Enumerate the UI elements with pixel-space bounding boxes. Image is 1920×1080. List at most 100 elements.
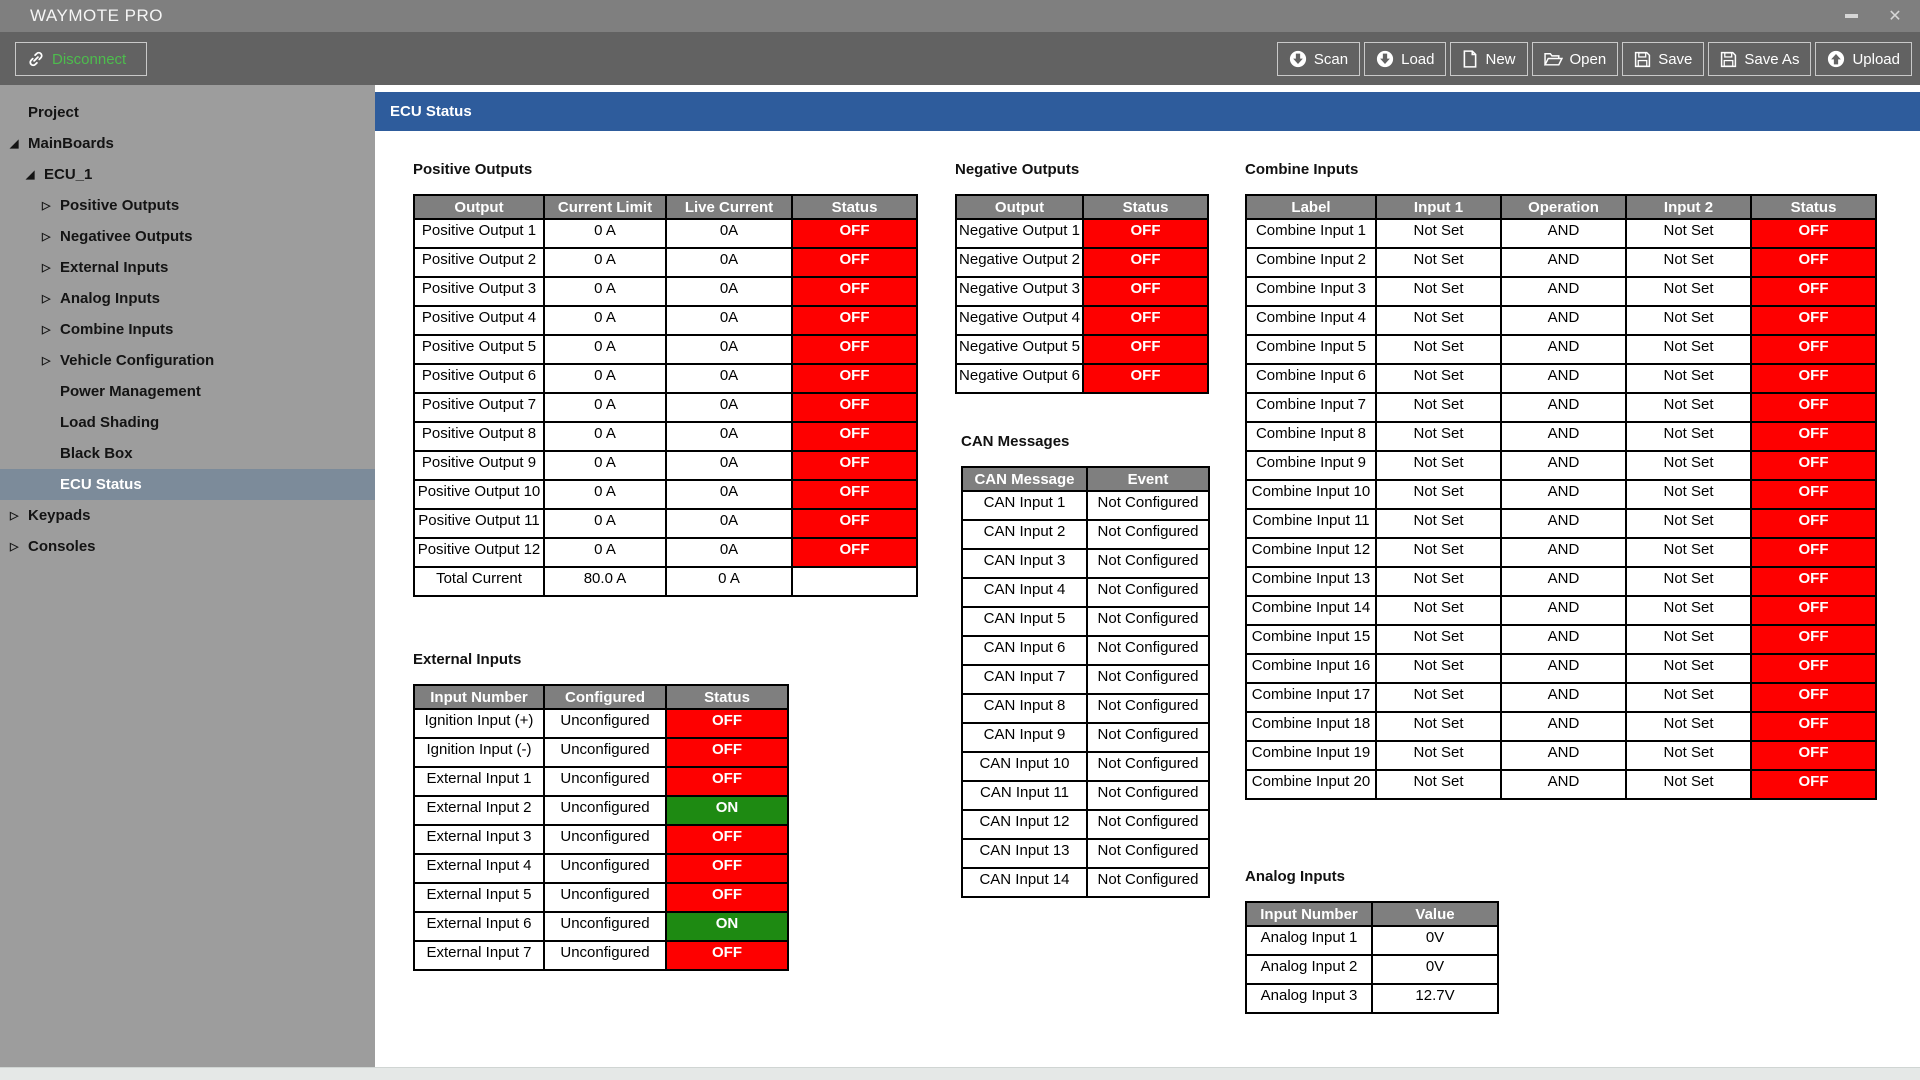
cell: CAN Input 1 (961, 490, 1088, 521)
cell: AND (1500, 769, 1627, 800)
table-row: External Input 2 Unconfigured ON (413, 795, 789, 826)
cell: 0A (665, 450, 793, 481)
cell: Not Set (1625, 247, 1752, 278)
cell: 0A (665, 479, 793, 510)
table-row: Combine Input 3 Not Set AND Not Set OFF (1245, 276, 1877, 307)
header-row: Label Input 1 Operation Input 2 Status (1245, 194, 1877, 220)
cell: Not Set (1375, 334, 1502, 365)
sidebar-item-positive-outputs[interactable]: ▷ Positive Outputs (0, 190, 375, 221)
open-button[interactable]: Open (1531, 42, 1619, 76)
cell: Not Set (1625, 711, 1752, 742)
column-header: Event (1086, 466, 1210, 492)
load-button[interactable]: Load (1364, 42, 1447, 76)
button-label: Open (1569, 50, 1607, 68)
cell: Not Set (1375, 305, 1502, 336)
sidebar-item-keypads[interactable]: ▷ Keypads (0, 500, 375, 531)
horizontal-scrollbar[interactable] (0, 1067, 1920, 1080)
table-row: Combine Input 16 Not Set AND Not Set OFF (1245, 653, 1877, 684)
save-as-button[interactable]: Save As (1708, 42, 1812, 76)
header-row: Input Number Configured Status (413, 684, 789, 710)
cell: Combine Input 14 (1245, 595, 1377, 626)
scan-button[interactable]: Scan (1276, 42, 1361, 76)
column-header: Input 2 (1625, 194, 1752, 220)
status-cell: OFF (1750, 566, 1877, 597)
tree-collapsed-arrow-icon[interactable]: ▷ (42, 231, 51, 243)
status-cell: OFF (1082, 247, 1209, 278)
sidebar-item-label: Negativee Outputs (60, 228, 193, 245)
table-row: CAN Input 12 Not Configured (961, 809, 1210, 840)
tree-collapsed-arrow-icon[interactable]: ▷ (42, 293, 51, 305)
table-row: Positive Output 12 0 A 0A OFF (413, 537, 918, 568)
sidebar-item-ecu-1[interactable]: ◢ ECU_1 (0, 159, 375, 190)
cell: Not Configured (1086, 577, 1210, 608)
circle-down-arrow-icon (1376, 50, 1394, 68)
sidebar-item-project[interactable]: Project (0, 97, 375, 128)
minimize-button[interactable] (1832, 2, 1870, 30)
cell: AND (1500, 305, 1627, 336)
table-row: Combine Input 14 Not Set AND Not Set OFF (1245, 595, 1877, 626)
tree-collapsed-arrow-icon[interactable]: ▷ (42, 262, 51, 274)
sidebar-item-black-box[interactable]: Black Box (0, 438, 375, 469)
sidebar-item-load-shading[interactable]: Load Shading (0, 407, 375, 438)
table-row: CAN Input 2 Not Configured (961, 519, 1210, 550)
cell: CAN Input 12 (961, 809, 1088, 840)
status-cell: ON (665, 795, 789, 826)
cell: Combine Input 1 (1245, 218, 1377, 249)
sidebar-item-combine-inputs[interactable]: ▷ Combine Inputs (0, 314, 375, 345)
status-cell: OFF (791, 537, 918, 568)
close-button[interactable]: ✕ (1876, 2, 1914, 30)
tree-collapsed-arrow-icon[interactable]: ▷ (42, 355, 51, 367)
positive-outputs-table: Output Current Limit Live Current Status Pos… (413, 194, 918, 597)
table-row: Negative Output 5 OFF (955, 334, 1209, 365)
circle-up-arrow-icon (1827, 50, 1845, 68)
status-cell: OFF (665, 882, 789, 913)
tree-expanded-arrow-icon[interactable]: ◢ (10, 138, 19, 150)
sidebar-item-external-inputs[interactable]: ▷ External Inputs (0, 252, 375, 283)
cell: CAN Input 2 (961, 519, 1088, 550)
cell: Combine Input 3 (1245, 276, 1377, 307)
cell: Negative Output 2 (955, 247, 1084, 278)
table-row: Negative Output 3 OFF (955, 276, 1209, 307)
new-button[interactable]: New (1450, 42, 1528, 76)
cell: Not Set (1625, 740, 1752, 771)
table-row: Combine Input 17 Not Set AND Not Set OFF (1245, 682, 1877, 713)
status-cell: OFF (791, 363, 918, 394)
table-row: Combine Input 19 Not Set AND Not Set OFF (1245, 740, 1877, 771)
sidebar-item-analog-inputs[interactable]: ▷ Analog Inputs (0, 283, 375, 314)
cell: Unconfigured (543, 882, 667, 913)
tree-collapsed-arrow-icon[interactable]: ▷ (10, 510, 19, 522)
cell: Combine Input 15 (1245, 624, 1377, 655)
cell: 0 A (543, 450, 667, 481)
cell: Not Set (1375, 363, 1502, 394)
save-button[interactable]: Save (1622, 42, 1705, 76)
cell: AND (1500, 479, 1627, 510)
table-row: External Input 4 Unconfigured OFF (413, 853, 789, 884)
table-row: External Input 1 Unconfigured OFF (413, 766, 789, 797)
cell: Positive Output 10 (413, 479, 545, 510)
cell: AND (1500, 566, 1627, 597)
sidebar-item-vehicle-configuration[interactable]: ▷ Vehicle Configuration (0, 345, 375, 376)
minimize-icon (1844, 14, 1858, 18)
sidebar-item-ecu-status[interactable]: ECU Status (0, 469, 375, 500)
table-row: Ignition Input (-) Unconfigured OFF (413, 737, 789, 768)
cell: 0 A (665, 566, 793, 597)
sidebar-item-power-management[interactable]: Power Management (0, 376, 375, 407)
cell: 0 A (543, 508, 667, 539)
tree-collapsed-arrow-icon[interactable]: ▷ (10, 541, 19, 553)
disconnect-button[interactable]: Disconnect (15, 42, 147, 76)
tree-expanded-arrow-icon[interactable]: ◢ (26, 169, 35, 181)
cell: Not Configured (1086, 664, 1210, 695)
tree-collapsed-arrow-icon[interactable]: ▷ (42, 200, 51, 212)
status-cell: OFF (1750, 276, 1877, 307)
sidebar-item-consoles[interactable]: ▷ Consoles (0, 531, 375, 562)
cell: Not Set (1375, 711, 1502, 742)
upload-button[interactable]: Upload (1815, 42, 1912, 76)
table-row: Combine Input 5 Not Set AND Not Set OFF (1245, 334, 1877, 365)
cell: Not Configured (1086, 838, 1210, 869)
sidebar-item-negativee-outputs[interactable]: ▷ Negativee Outputs (0, 221, 375, 252)
cell: Not Set (1375, 537, 1502, 568)
cell: External Input 6 (413, 911, 545, 942)
cell: CAN Input 5 (961, 606, 1088, 637)
tree-collapsed-arrow-icon[interactable]: ▷ (42, 324, 51, 336)
sidebar-item-mainboards[interactable]: ◢ MainBoards (0, 128, 375, 159)
